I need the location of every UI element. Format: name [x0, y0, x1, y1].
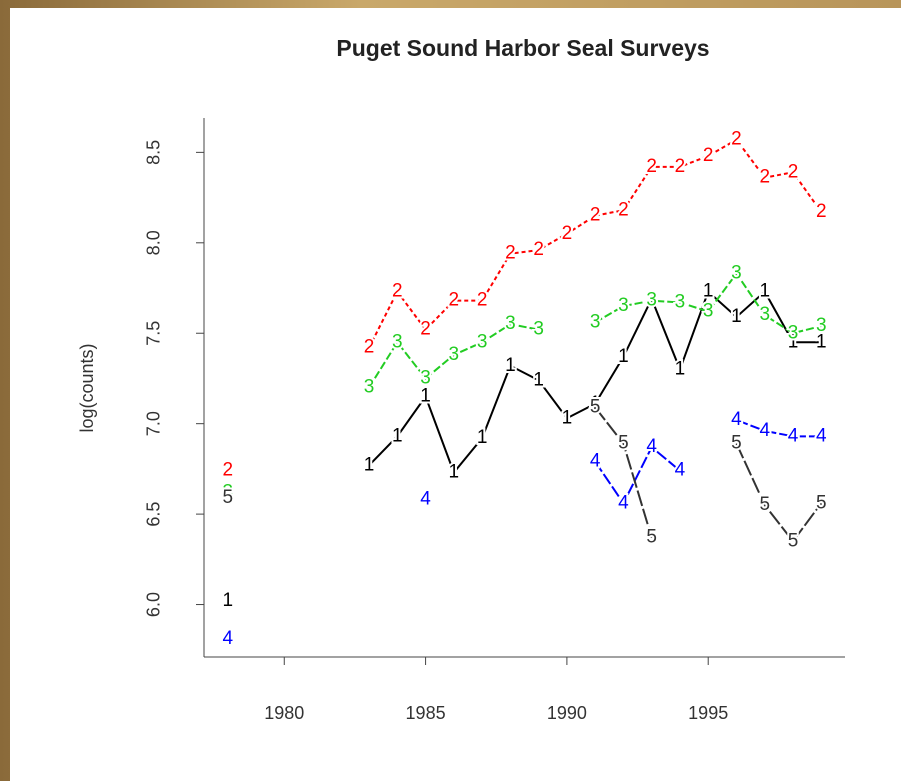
point-marker: 5: [222, 487, 233, 508]
point-marker: 3: [392, 331, 403, 352]
point-marker: 3: [816, 315, 827, 336]
y-tick-label: 7.0: [144, 411, 164, 436]
point-marker: 3: [449, 344, 460, 365]
series-line: [736, 419, 822, 438]
y-axis-label: log(counts): [77, 343, 97, 432]
point-marker: 1: [562, 407, 573, 428]
point-marker: 2: [646, 156, 657, 177]
point-marker: 4: [816, 425, 827, 446]
x-tick-label: 1985: [406, 703, 446, 723]
point-marker: 2: [420, 319, 431, 340]
point-marker: 2: [788, 161, 799, 182]
point-marker: 2: [675, 156, 686, 177]
point-marker: 3: [646, 290, 657, 311]
point-marker: 3: [759, 304, 770, 325]
point-marker: 3: [477, 331, 488, 352]
point-marker: 5: [788, 530, 799, 551]
point-marker: 3: [420, 367, 431, 388]
point-marker: 3: [788, 322, 799, 343]
point-marker: 5: [590, 396, 601, 417]
point-marker: 5: [816, 492, 827, 513]
point-marker: 4: [222, 628, 233, 649]
point-marker: 3: [703, 301, 714, 322]
point-marker: 1: [505, 355, 516, 376]
point-marker: 2: [222, 460, 233, 481]
y-tick-label: 6.5: [144, 502, 164, 527]
point-marker: 1: [675, 358, 686, 379]
point-marker: 5: [618, 433, 629, 454]
point-marker: 4: [618, 492, 629, 513]
point-marker: 1: [731, 306, 742, 327]
point-marker: 2: [618, 199, 629, 220]
point-marker: 2: [816, 201, 827, 222]
point-marker: 1: [533, 369, 544, 390]
series-line: [368, 289, 822, 475]
point-marker: 5: [759, 494, 770, 515]
point-marker: 1: [788, 331, 799, 352]
point-marker: 2: [703, 145, 714, 166]
point-marker: 1: [392, 425, 403, 446]
point-marker: 1: [364, 454, 375, 475]
point-marker: 1: [759, 281, 770, 302]
chart-title: Puget Sound Harbor Seal Surveys: [336, 35, 709, 61]
point-marker: 3: [590, 311, 601, 332]
point-marker: 2: [533, 239, 544, 260]
y-tick-label: 7.5: [144, 321, 164, 346]
y-tick-label: 6.0: [144, 592, 164, 617]
point-marker: 3: [675, 292, 686, 313]
point-marker: 2: [364, 337, 375, 358]
series-line: [594, 445, 681, 506]
point-marker: 1: [222, 590, 233, 611]
point-marker: 4: [675, 460, 686, 481]
point-marker: 1: [477, 427, 488, 448]
point-marker: 3: [505, 313, 516, 334]
point-marker: 2: [477, 290, 488, 311]
point-marker: 4: [759, 420, 770, 441]
y-tick-label: 8.0: [144, 230, 164, 255]
point-marker: 2: [759, 167, 770, 188]
x-tick-label: 1995: [688, 703, 728, 723]
point-marker: 2: [590, 205, 601, 226]
point-marker: 2: [392, 281, 403, 302]
point-marker: 1: [816, 331, 827, 352]
point-marker: 5: [731, 433, 742, 454]
chart: Puget Sound Harbor Seal Surveys log(coun…: [10, 8, 901, 781]
point-marker: 4: [788, 425, 799, 446]
point-marker: 3: [731, 263, 742, 284]
y-tick-label: 8.5: [144, 140, 164, 165]
x-tick-label: 1990: [547, 703, 587, 723]
point-marker: 3: [618, 295, 629, 316]
series-line: [594, 406, 653, 538]
point-marker: 4: [646, 436, 657, 457]
point-marker: 2: [505, 243, 516, 264]
point-marker: 2: [449, 290, 460, 311]
point-marker: 1: [646, 288, 657, 309]
point-marker: 1: [703, 281, 714, 302]
point-marker: 4: [420, 489, 431, 510]
point-marker: 2: [562, 223, 573, 244]
point-marker: 1: [618, 346, 629, 367]
point-marker: 3: [533, 319, 544, 340]
point-marker: 1: [420, 386, 431, 407]
point-marker: 2: [731, 129, 742, 150]
point-marker: 5: [646, 527, 657, 548]
x-tick-label: 1980: [264, 703, 304, 723]
point-marker: 1: [449, 462, 460, 483]
series-line: [368, 323, 539, 389]
series-line: [735, 443, 823, 543]
point-marker: 4: [731, 409, 742, 430]
point-marker: 3: [364, 377, 375, 398]
point-marker: 4: [590, 451, 601, 472]
point-marker: 1: [590, 393, 601, 414]
point-marker: 3: [222, 481, 233, 502]
